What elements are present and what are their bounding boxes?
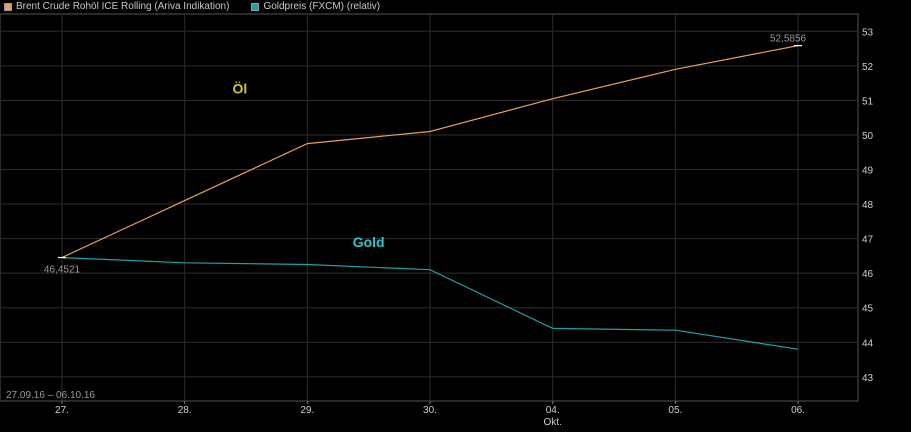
y-tick-label-46: 46 xyxy=(862,269,874,280)
y-tick-label-43: 43 xyxy=(862,373,874,384)
x-month-label: Okt. xyxy=(544,417,562,428)
legend-label-gold: Goldpreis (FXCM) (relativ) xyxy=(263,1,381,12)
x-tick-label-3: 30. xyxy=(423,405,437,416)
series-lines xyxy=(61,45,799,350)
y-tick-label-51: 51 xyxy=(862,96,874,107)
annotations: Öl Gold xyxy=(232,80,384,250)
grid-lines xyxy=(0,14,858,401)
x-tick-label-6: 06. xyxy=(791,405,805,416)
x-tick-label-2: 29. xyxy=(300,405,314,416)
legend-item-brent: Brent Crude Rohöl ICE Rolling (Ariva Ind… xyxy=(4,1,229,12)
y-tick-label-50: 50 xyxy=(862,131,874,142)
legend-label-brent: Brent Crude Rohöl ICE Rolling (Ariva Ind… xyxy=(16,1,230,12)
annotation-1: Gold xyxy=(353,234,385,250)
legend-swatch-gold xyxy=(251,2,260,11)
plot-frame xyxy=(0,13,859,402)
date-range-label: 27.09.16 – 06.10.16 xyxy=(6,390,95,401)
x-tick-label-4: 04. xyxy=(546,405,560,416)
x-tick-label-0: 27. xyxy=(55,405,69,416)
series-line-0 xyxy=(61,45,799,259)
value-label-0: 46,4521 xyxy=(44,265,81,276)
y-tick-label-48: 48 xyxy=(862,200,874,211)
y-tick-label-45: 45 xyxy=(862,304,874,315)
y-tick-label-52: 52 xyxy=(862,62,874,73)
x-axis-ticks: 27. 28. 29. 30. 04. 05. 06. Okt. xyxy=(55,401,805,428)
x-tick-label-5: 05. xyxy=(668,405,682,416)
y-tick-label-47: 47 xyxy=(862,235,874,246)
chart-legend: Brent Crude Rohöl ICE Rolling (Ariva Ind… xyxy=(4,0,402,13)
value-labels: 46,4521 52,5856 xyxy=(44,34,807,276)
series-line-1 xyxy=(61,257,799,350)
x-tick-label-1: 28. xyxy=(178,405,192,416)
legend-item-gold: Goldpreis (FXCM) (relativ) xyxy=(251,1,380,12)
annotation-0: Öl xyxy=(232,80,247,96)
y-tick-label-49: 49 xyxy=(862,165,874,176)
y-tick-label-44: 44 xyxy=(862,338,874,349)
y-axis-ticks: 43 44 45 46 47 48 49 50 51 52 53 xyxy=(862,27,874,384)
value-label-1: 52,5856 xyxy=(770,34,807,45)
legend-swatch-brent xyxy=(4,2,12,11)
y-tick-label-53: 53 xyxy=(862,27,874,38)
